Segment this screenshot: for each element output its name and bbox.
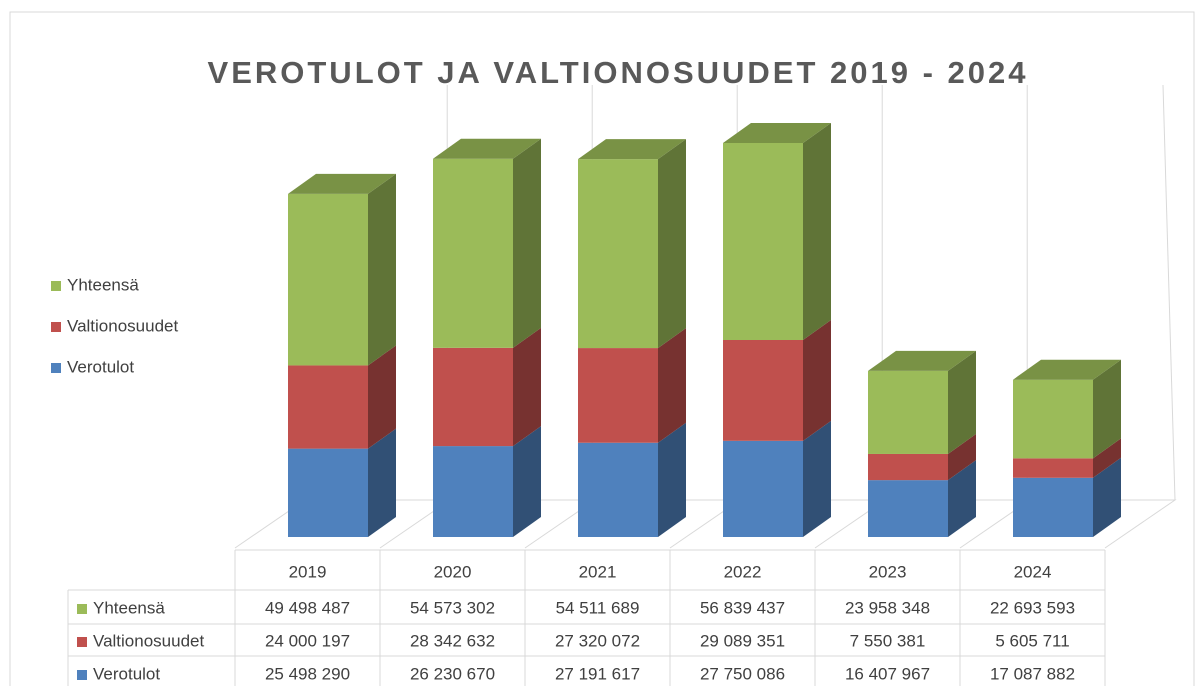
legend-label: Valtionosuudet <box>67 316 178 335</box>
table-cell: 29 089 351 <box>700 631 785 650</box>
bar-side <box>948 350 976 454</box>
bar-top <box>578 139 686 160</box>
bar-side <box>658 328 686 443</box>
bar-side <box>948 433 976 481</box>
bar <box>288 365 368 449</box>
bar <box>578 348 658 443</box>
bar-side <box>1093 457 1121 537</box>
chart-title: VEROTULOT JA VALTIONOSUUDET 2019 - 2024 <box>208 55 1029 90</box>
table-header: 2021 <box>579 562 617 581</box>
bar <box>1013 458 1093 478</box>
bar-side <box>368 173 396 366</box>
table-header: 2024 <box>1014 562 1052 581</box>
bar-side <box>803 320 831 441</box>
bar-top <box>868 350 976 371</box>
bar <box>433 446 513 537</box>
table-cell: 5 605 711 <box>995 631 1069 650</box>
table-cell: 56 839 437 <box>700 598 785 617</box>
bar-side <box>658 139 686 349</box>
table-cell: 54 573 302 <box>410 598 495 617</box>
table-cell: 24 000 197 <box>265 631 350 650</box>
bar <box>288 193 368 366</box>
bar-top <box>723 123 831 143</box>
bar <box>868 370 948 454</box>
table-header: 2023 <box>869 562 907 581</box>
bar <box>288 448 368 537</box>
table-cell: 22 693 593 <box>990 598 1075 617</box>
legend-swatch <box>51 363 61 373</box>
table-cell: 17 087 882 <box>990 664 1075 683</box>
legend-swatch <box>51 322 61 332</box>
bar-side <box>658 422 686 537</box>
bar <box>433 347 513 447</box>
bar <box>723 143 803 340</box>
bar <box>1013 477 1093 537</box>
bar-side <box>368 428 396 537</box>
table-header: 2019 <box>289 562 327 581</box>
table-header: 2020 <box>434 562 472 581</box>
bar <box>868 453 948 481</box>
bar <box>723 340 803 441</box>
table-cell: 49 498 487 <box>265 598 350 617</box>
table-cell: 28 342 632 <box>410 631 495 650</box>
bar <box>578 442 658 537</box>
bar-top <box>1013 359 1121 380</box>
bar-top <box>433 138 541 159</box>
bar <box>578 159 658 349</box>
table-cell: 27 320 072 <box>555 631 640 650</box>
bar <box>868 480 948 537</box>
table-swatch <box>77 637 87 647</box>
table-cell: 26 230 670 <box>410 664 495 683</box>
bar-side <box>1093 359 1121 459</box>
legend-label: Yhteensä <box>67 275 139 294</box>
legend-swatch <box>51 281 61 291</box>
wall-line <box>1162 84 1176 501</box>
table-cell: 54 511 689 <box>556 598 640 617</box>
table-row-label: Verotulot <box>93 664 160 683</box>
bar-top <box>288 173 396 194</box>
bar-side <box>513 138 541 348</box>
table-swatch <box>77 604 87 614</box>
bar <box>1013 379 1093 459</box>
bar <box>433 158 513 348</box>
bar-side <box>513 327 541 447</box>
bar-side <box>803 420 831 537</box>
bar <box>723 440 803 537</box>
table-header: 2022 <box>724 562 762 581</box>
table-cell: 27 750 086 <box>700 664 785 683</box>
bar-side <box>368 345 396 449</box>
table-cell: 25 498 290 <box>265 664 350 683</box>
bar-side <box>1093 438 1121 478</box>
table-cell: 16 407 967 <box>845 664 930 683</box>
bar-side <box>513 426 541 537</box>
legend-label: Verotulot <box>67 357 134 376</box>
table-swatch <box>77 670 87 680</box>
table-cell: 23 958 348 <box>845 598 930 617</box>
bar-side <box>803 123 831 340</box>
bar-side <box>948 460 976 537</box>
table-row-label: Valtionosuudet <box>93 631 204 650</box>
table-cell: 7 550 381 <box>850 631 926 650</box>
table-row-label: Yhteensä <box>93 598 165 617</box>
table-cell: 27 191 617 <box>555 664 640 683</box>
